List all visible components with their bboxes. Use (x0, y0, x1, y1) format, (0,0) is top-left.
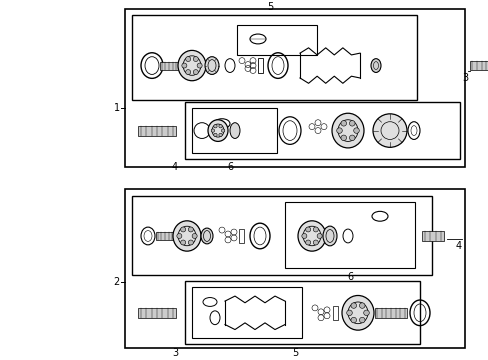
Circle shape (192, 234, 197, 238)
Circle shape (185, 57, 190, 62)
Circle shape (177, 234, 182, 238)
Text: 5: 5 (291, 348, 298, 358)
Text: 6: 6 (226, 162, 233, 172)
Circle shape (350, 317, 356, 323)
Bar (184, 102, 459, 159)
Circle shape (182, 63, 186, 68)
Circle shape (180, 240, 185, 245)
Bar (160, 62, 178, 69)
Bar (258, 58, 263, 73)
Circle shape (301, 234, 306, 238)
Ellipse shape (341, 296, 373, 330)
Text: 2: 2 (114, 277, 120, 287)
Circle shape (188, 227, 193, 232)
Bar (132, 15, 416, 100)
Text: 6: 6 (346, 273, 352, 283)
Ellipse shape (201, 228, 213, 244)
Bar (237, 25, 316, 55)
Text: 5: 5 (266, 3, 273, 12)
Circle shape (313, 227, 318, 232)
Bar (239, 229, 244, 243)
Ellipse shape (331, 113, 363, 148)
Ellipse shape (207, 120, 227, 141)
Bar (192, 108, 276, 153)
Circle shape (213, 133, 217, 136)
Bar (184, 281, 419, 344)
Ellipse shape (173, 221, 201, 251)
Circle shape (305, 227, 310, 232)
Circle shape (349, 135, 354, 141)
Circle shape (349, 121, 354, 126)
Circle shape (197, 63, 202, 68)
Bar (285, 202, 414, 269)
Ellipse shape (229, 123, 240, 139)
Bar (469, 60, 488, 71)
Circle shape (221, 129, 224, 132)
Bar (138, 126, 176, 135)
Text: 1: 1 (114, 103, 120, 113)
Circle shape (317, 234, 322, 238)
Ellipse shape (372, 114, 406, 147)
Circle shape (359, 303, 365, 308)
Circle shape (213, 125, 217, 128)
Bar (156, 232, 174, 240)
Circle shape (180, 227, 185, 232)
Ellipse shape (297, 221, 325, 251)
Ellipse shape (370, 59, 380, 72)
Bar (138, 308, 176, 318)
Circle shape (219, 133, 222, 136)
Bar (421, 231, 443, 241)
Circle shape (340, 135, 346, 141)
Bar (374, 308, 406, 318)
Circle shape (219, 125, 222, 128)
Circle shape (363, 310, 368, 316)
Ellipse shape (204, 57, 219, 75)
Bar (332, 306, 337, 320)
Circle shape (313, 240, 318, 245)
Text: 3: 3 (461, 73, 467, 84)
Ellipse shape (323, 226, 336, 246)
Circle shape (346, 310, 351, 316)
Circle shape (359, 317, 365, 323)
Circle shape (193, 69, 198, 75)
Circle shape (188, 240, 193, 245)
Circle shape (193, 57, 198, 62)
Text: 4: 4 (455, 241, 461, 251)
Bar (125, 189, 464, 348)
Text: 4: 4 (172, 162, 178, 172)
Bar (192, 287, 302, 338)
Circle shape (305, 240, 310, 245)
Ellipse shape (178, 50, 205, 81)
Circle shape (350, 303, 356, 308)
Text: 3: 3 (172, 348, 178, 358)
Circle shape (340, 121, 346, 126)
Circle shape (353, 128, 359, 133)
Circle shape (336, 128, 342, 133)
Circle shape (211, 129, 214, 132)
Circle shape (185, 69, 190, 75)
Bar (125, 9, 464, 167)
Bar (132, 195, 431, 275)
